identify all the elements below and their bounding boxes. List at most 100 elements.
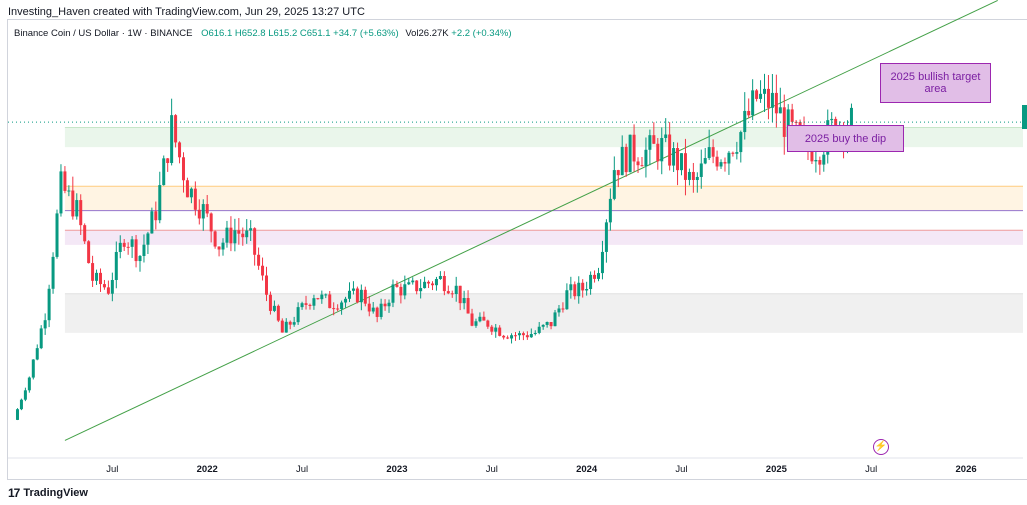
candle-body [430, 283, 434, 286]
candle-body [545, 322, 549, 325]
bullish-target-annotation[interactable]: 2025 bullish target area [880, 63, 991, 103]
candle-body [110, 279, 114, 294]
high-value: H652.8 [234, 28, 266, 39]
candle-body [703, 158, 707, 164]
candle-body [766, 88, 770, 108]
candle-body [462, 298, 466, 304]
candle-body [233, 230, 237, 244]
candle-body [517, 333, 521, 336]
price-band [64, 230, 1023, 245]
candle-body [778, 107, 782, 114]
candle-body [450, 293, 454, 295]
candle-body [379, 303, 383, 317]
candle-body [288, 321, 292, 325]
x-tick-label: Jul [106, 464, 118, 475]
candle-body [106, 287, 110, 294]
candle-body [810, 148, 814, 162]
candle-body [411, 280, 415, 283]
candle-body [95, 272, 99, 281]
candle-body [569, 284, 573, 291]
candle-body [620, 146, 624, 176]
candle-body [47, 288, 51, 321]
candle-body [830, 118, 834, 121]
candle-body [268, 294, 272, 311]
candle-body [525, 335, 529, 338]
candle-body [585, 289, 589, 291]
price-band [64, 186, 1023, 211]
candle-body [296, 307, 300, 323]
candle-body [359, 289, 363, 303]
candle-body [656, 143, 660, 162]
candle-body [257, 254, 261, 266]
candle-body [763, 88, 767, 94]
candles-layer [8, 73, 1023, 421]
candle-body [170, 115, 174, 163]
x-tick-label: 2023 [386, 464, 407, 475]
candle-body [573, 284, 577, 297]
candle-body [142, 244, 146, 256]
candle-body [565, 290, 569, 310]
candle-body [683, 153, 687, 180]
candle-body [699, 163, 703, 177]
candle-body [506, 337, 510, 339]
candle-body [15, 409, 19, 420]
candle-body [79, 200, 83, 226]
candle-body [51, 256, 55, 289]
change-value: +34.7 (+5.63%) [333, 28, 399, 39]
candle-body [249, 228, 253, 231]
candle-body [355, 288, 359, 303]
candle-body [434, 278, 438, 286]
candle-body [818, 160, 822, 165]
candle-body [185, 180, 189, 198]
candle-body [727, 152, 731, 164]
candle-body [138, 255, 142, 262]
candle-body [134, 239, 138, 262]
candle-body [264, 275, 268, 295]
candle-body [490, 326, 494, 332]
candle-body [87, 241, 91, 264]
buy-the-dip-annotation[interactable]: 2025 buy the dip [787, 125, 904, 152]
candle-body [312, 298, 316, 306]
candle-body [624, 146, 628, 173]
candle-body [438, 275, 442, 279]
x-tick-label: Jul [486, 464, 498, 475]
candle-body [589, 274, 593, 290]
volume-change: +2.2 (+0.34%) [451, 28, 512, 39]
close-value: C651.1 [299, 28, 331, 39]
x-tick-label: 2025 [766, 464, 788, 475]
candle-body [494, 327, 498, 332]
flash-icon[interactable]: ⚡ [873, 439, 889, 455]
candle-body [272, 305, 276, 311]
candle-body [454, 285, 458, 295]
candle-body [158, 185, 162, 221]
chart-header: Investing_Haven created with TradingView… [8, 6, 365, 18]
candle-body [399, 286, 403, 296]
candle-body [375, 307, 379, 317]
candle-body [644, 149, 648, 167]
candle-body [237, 230, 241, 234]
x-tick-label: 2022 [197, 464, 218, 475]
candle-body [209, 213, 213, 232]
candle-body [201, 204, 205, 219]
candle-body [446, 291, 450, 294]
candle-body [632, 134, 636, 162]
price-band [64, 293, 1023, 333]
candle-body [59, 171, 63, 214]
candle-body [114, 251, 118, 280]
candle-body [695, 176, 699, 181]
candle-body [774, 92, 778, 114]
candle-body [466, 298, 470, 314]
trendline-layer [64, 0, 998, 441]
candle-body [628, 134, 632, 173]
candle-body [747, 110, 751, 116]
candle-body [521, 333, 525, 336]
candle-body [371, 307, 375, 312]
candle-body [648, 135, 652, 150]
x-tick-label: 2024 [576, 464, 598, 475]
symbol-label[interactable]: Binance Coin / US Dollar · 1W · BINANCE [14, 28, 193, 39]
tradingview-logo-icon: 17 [8, 486, 20, 500]
candle-body [332, 308, 336, 310]
candle-body [616, 170, 620, 176]
candle-body [23, 390, 27, 400]
